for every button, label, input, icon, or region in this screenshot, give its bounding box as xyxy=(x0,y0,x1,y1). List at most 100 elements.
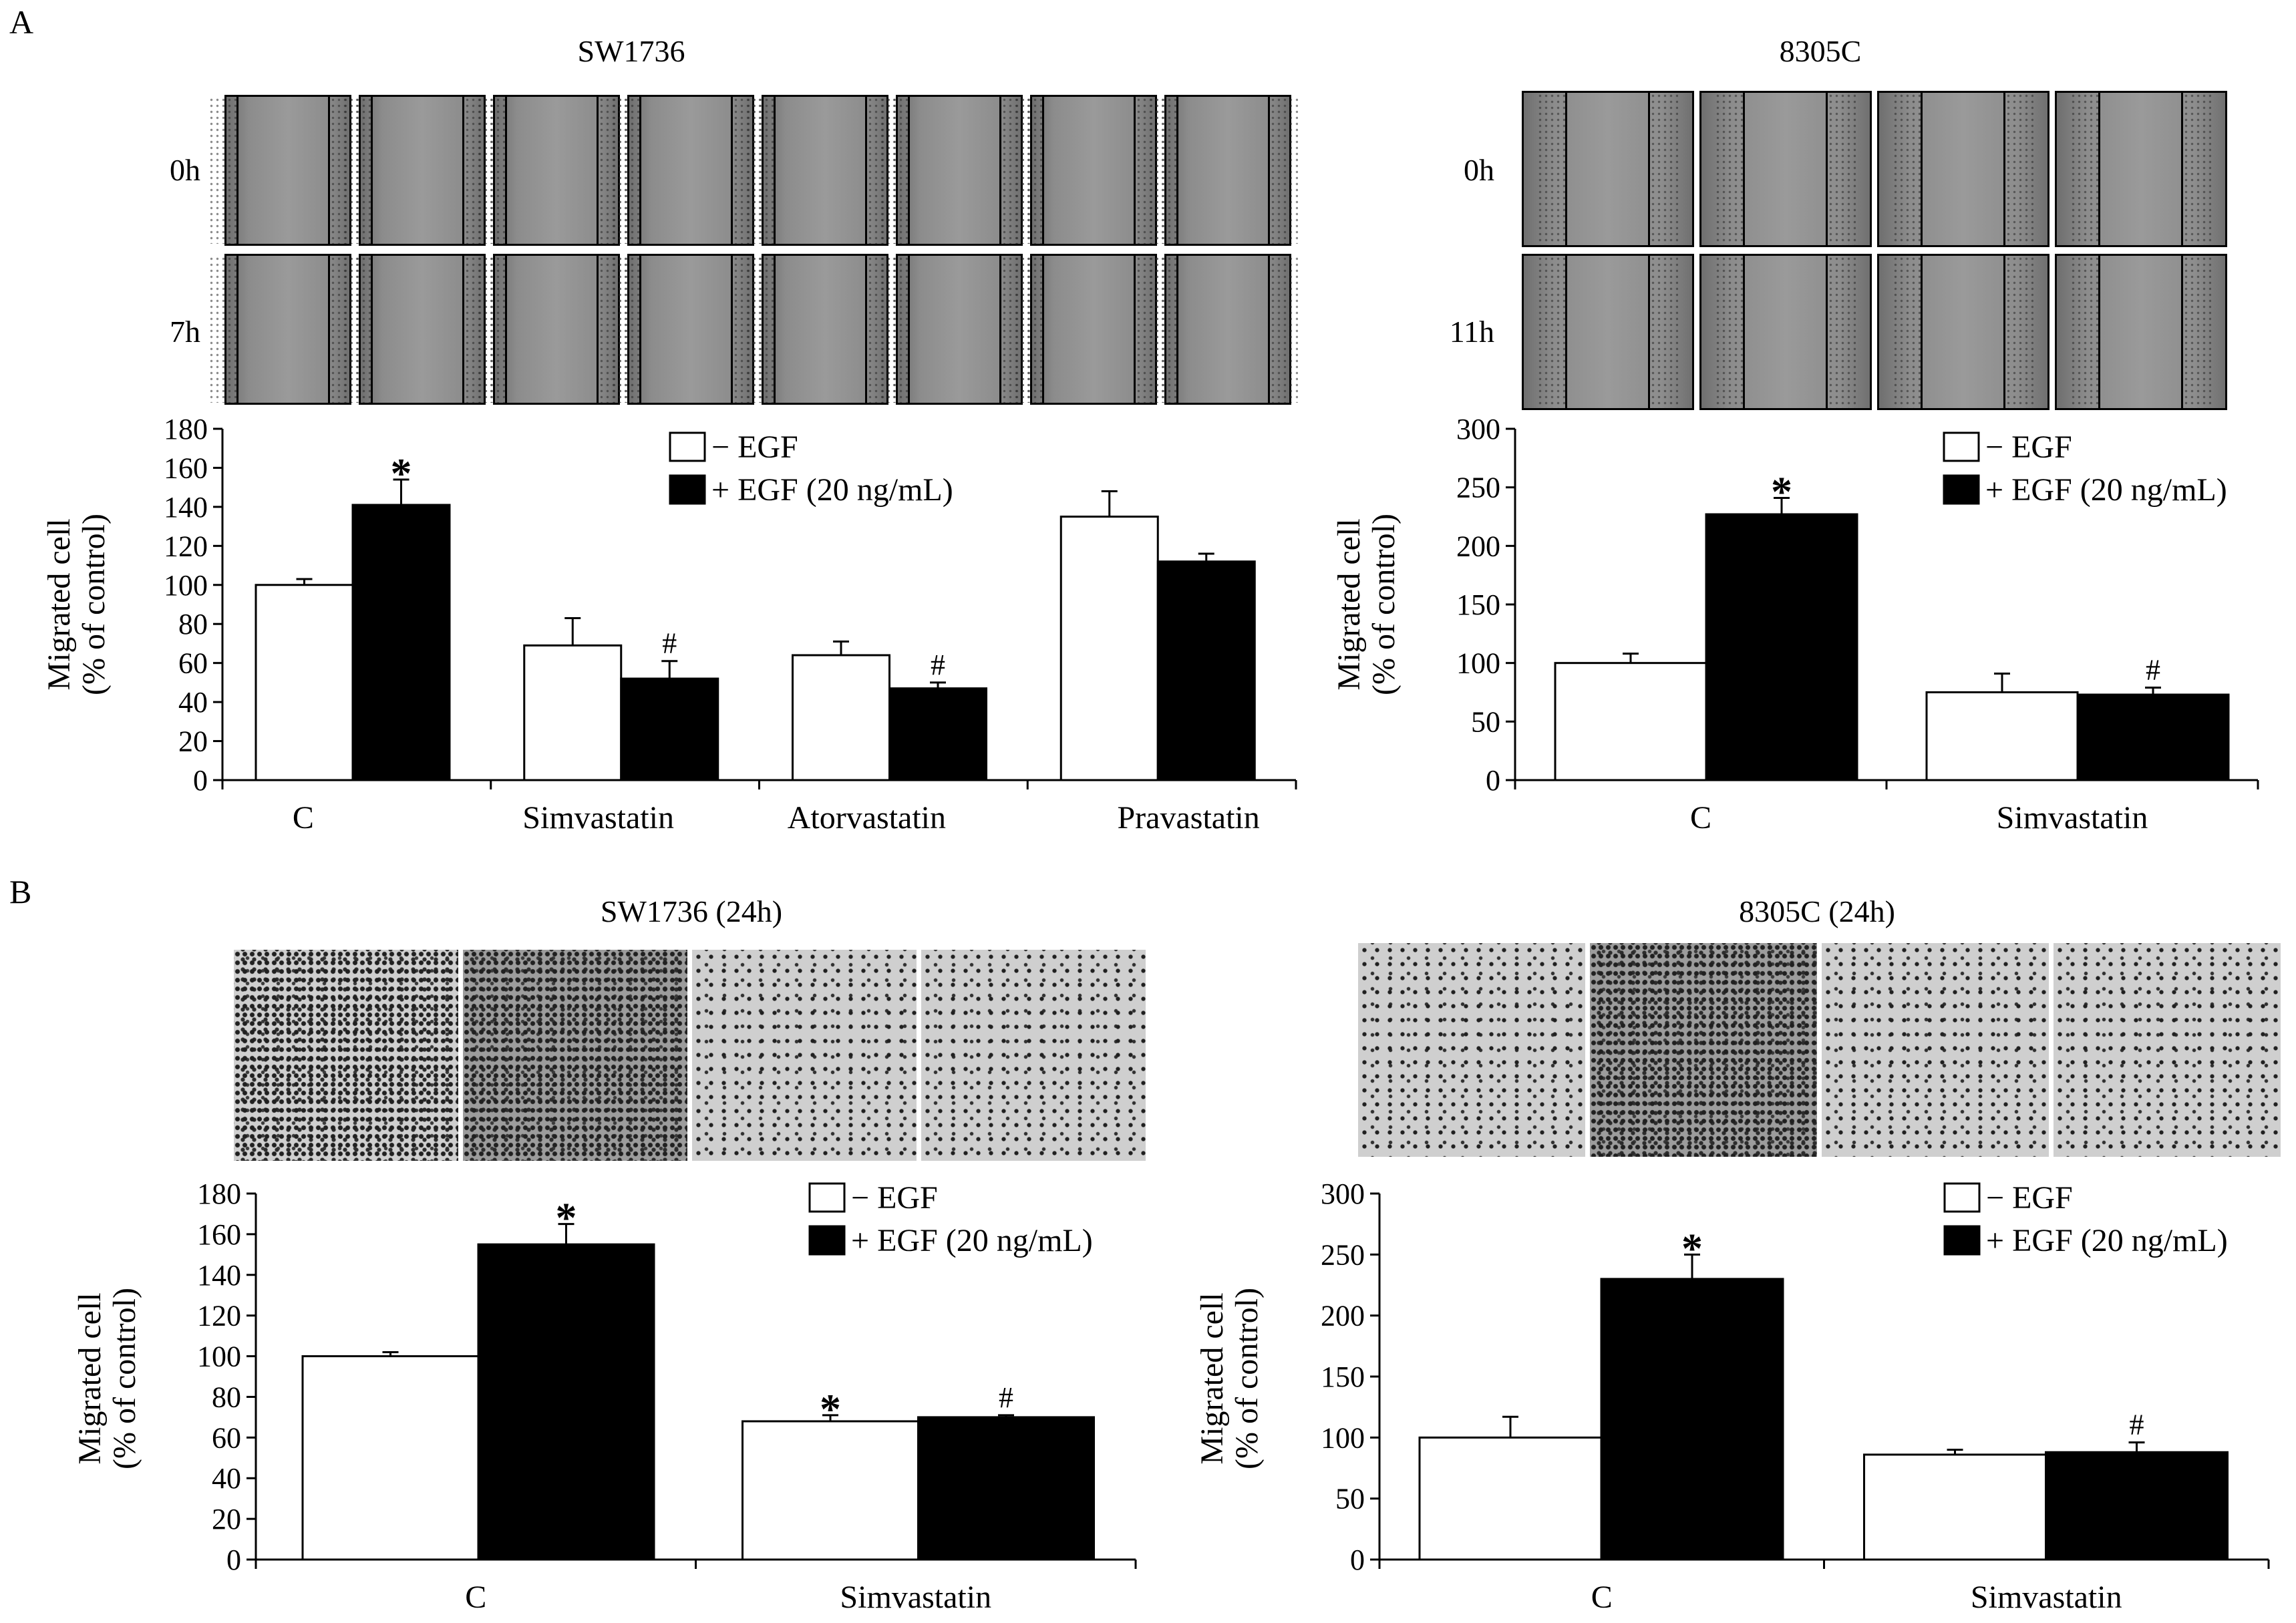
cell-layer xyxy=(611,256,639,403)
significance-mark: * xyxy=(1681,1224,1703,1272)
y-axis-label-line2: (% of control) xyxy=(1229,1288,1265,1469)
scratch-micrograph xyxy=(1877,254,2049,410)
panel-b-left-image-1 xyxy=(234,950,458,1161)
y-tick-label: 60 xyxy=(212,1421,241,1454)
x-category-label: Pravastatin xyxy=(1117,800,1259,836)
scratch-edge-line xyxy=(462,256,464,403)
y-axis-label-line1: Migrated cell xyxy=(1331,518,1367,690)
scratch-edge-line xyxy=(236,97,238,244)
scratch-micrograph xyxy=(611,95,761,246)
panel-b-left-image-3 xyxy=(692,950,917,1161)
cell-layer xyxy=(1715,256,1743,408)
significance-mark: # xyxy=(999,1381,1013,1414)
scratch-edge-line xyxy=(597,97,599,244)
cell-layer xyxy=(1537,93,1565,245)
y-tick-label: 80 xyxy=(178,608,208,641)
bar-minus-egf xyxy=(523,644,623,781)
x-category-label: C xyxy=(293,800,314,836)
scratch-edge-line xyxy=(2003,93,2005,245)
scratch-edge-line xyxy=(2181,93,2183,245)
y-tick-label: 20 xyxy=(178,725,208,758)
scratch-edge-line xyxy=(2181,256,2183,408)
y-tick-label: 180 xyxy=(164,413,208,445)
legend-swatch xyxy=(808,1182,846,1213)
legend-label: + EGF (20 ng/mL) xyxy=(851,1223,1093,1258)
scratch-micrograph xyxy=(1699,254,1872,410)
scratch-micrograph xyxy=(1522,91,1694,247)
y-tick-label: 300 xyxy=(1321,1178,1365,1210)
cell-layer xyxy=(2005,93,2033,245)
y-tick-label: 100 xyxy=(164,569,208,602)
y-tick-label: 300 xyxy=(1456,413,1500,445)
y-axis-label: Migrated cell (% of control) xyxy=(1194,1288,1265,1469)
x-category-label: C xyxy=(1690,800,1711,836)
panel-b-right-image-4 xyxy=(2054,943,2281,1157)
significance-mark: # xyxy=(2130,1409,2144,1441)
bar-minus-egf xyxy=(1418,1436,1603,1561)
scratch-edge-line xyxy=(1826,256,1828,408)
panel-b-right-image-2 xyxy=(1590,943,1817,1157)
y-tick-label: 140 xyxy=(164,491,208,524)
legend-label: − EGF xyxy=(711,429,798,465)
legend-swatch xyxy=(808,1225,846,1256)
cell-layer xyxy=(746,97,774,244)
cell-layer xyxy=(1014,97,1042,244)
cell-layer xyxy=(1270,256,1298,403)
scratch-edge-line xyxy=(1921,93,1923,245)
bar-plus-egf xyxy=(917,1416,1095,1561)
cell-layer xyxy=(1148,256,1176,403)
y-tick-label: 150 xyxy=(1321,1361,1365,1393)
y-axis-label: Migrated cell (% of control) xyxy=(41,514,112,695)
scratch-edge-line xyxy=(908,256,910,403)
y-axis-label-line2: (% of control) xyxy=(76,514,112,695)
scratch-micrograph xyxy=(1699,91,1872,247)
significance-mark: * xyxy=(1771,468,1792,515)
cell-layer xyxy=(1715,93,1743,245)
y-tick-label: 0 xyxy=(226,1544,241,1576)
cell-layer xyxy=(1014,256,1042,403)
scratch-edge-line xyxy=(1565,93,1567,245)
scratch-edge-line xyxy=(328,256,330,403)
bar-minus-egf xyxy=(792,654,890,781)
bar-plus-egf xyxy=(1705,513,1858,781)
panel-b-label: B xyxy=(9,873,32,910)
scratch-edge-line xyxy=(236,256,238,403)
cell-layer xyxy=(880,97,908,244)
significance-mark: * xyxy=(820,1385,841,1433)
scratch-edge-line xyxy=(597,256,599,403)
panel-b-right-image-1 xyxy=(1358,943,1585,1157)
bar-plus-egf xyxy=(1156,560,1256,781)
scratch-edge-line xyxy=(1826,93,1828,245)
y-tick-label: 0 xyxy=(1486,764,1500,797)
y-tick-label: 180 xyxy=(197,1178,241,1210)
significance-mark: # xyxy=(2146,653,2160,686)
y-axis-label-line2: (% of control) xyxy=(107,1288,142,1469)
panel-a-left-time-0h: 0h xyxy=(170,153,200,187)
scratch-micrograph xyxy=(1148,95,1298,246)
y-tick-label: 250 xyxy=(1456,472,1500,504)
cell-layer xyxy=(746,256,774,403)
bar-minus-egf xyxy=(255,584,354,781)
scratch-edge-line xyxy=(2098,256,2100,408)
y-tick-label: 50 xyxy=(1335,1483,1365,1515)
scratch-edge-line xyxy=(774,97,776,244)
y-tick-label: 250 xyxy=(1321,1238,1365,1271)
bar-plus-egf xyxy=(2045,1451,2229,1561)
x-category-label: Atorvastatin xyxy=(788,800,946,836)
panel-b-left-image-4 xyxy=(921,950,1146,1161)
scratch-micrograph xyxy=(1148,254,1298,405)
legend-label: − EGF xyxy=(1986,1180,2073,1216)
scratch-edge-line xyxy=(1042,97,1044,244)
legend-swatch xyxy=(1943,1225,1981,1256)
y-axis-label: Migrated cell (% of control) xyxy=(1331,514,1402,695)
y-tick-label: 0 xyxy=(1350,1544,1365,1576)
cell-layer xyxy=(2070,256,2098,408)
scratch-edge-line xyxy=(1648,256,1650,408)
legend-label: + EGF (20 ng/mL) xyxy=(1986,1223,2228,1258)
scratch-edge-line xyxy=(639,97,641,244)
panel-b-left-image-2 xyxy=(463,950,687,1161)
y-tick-label: 100 xyxy=(1456,647,1500,680)
bar-minus-egf xyxy=(1863,1453,2047,1561)
